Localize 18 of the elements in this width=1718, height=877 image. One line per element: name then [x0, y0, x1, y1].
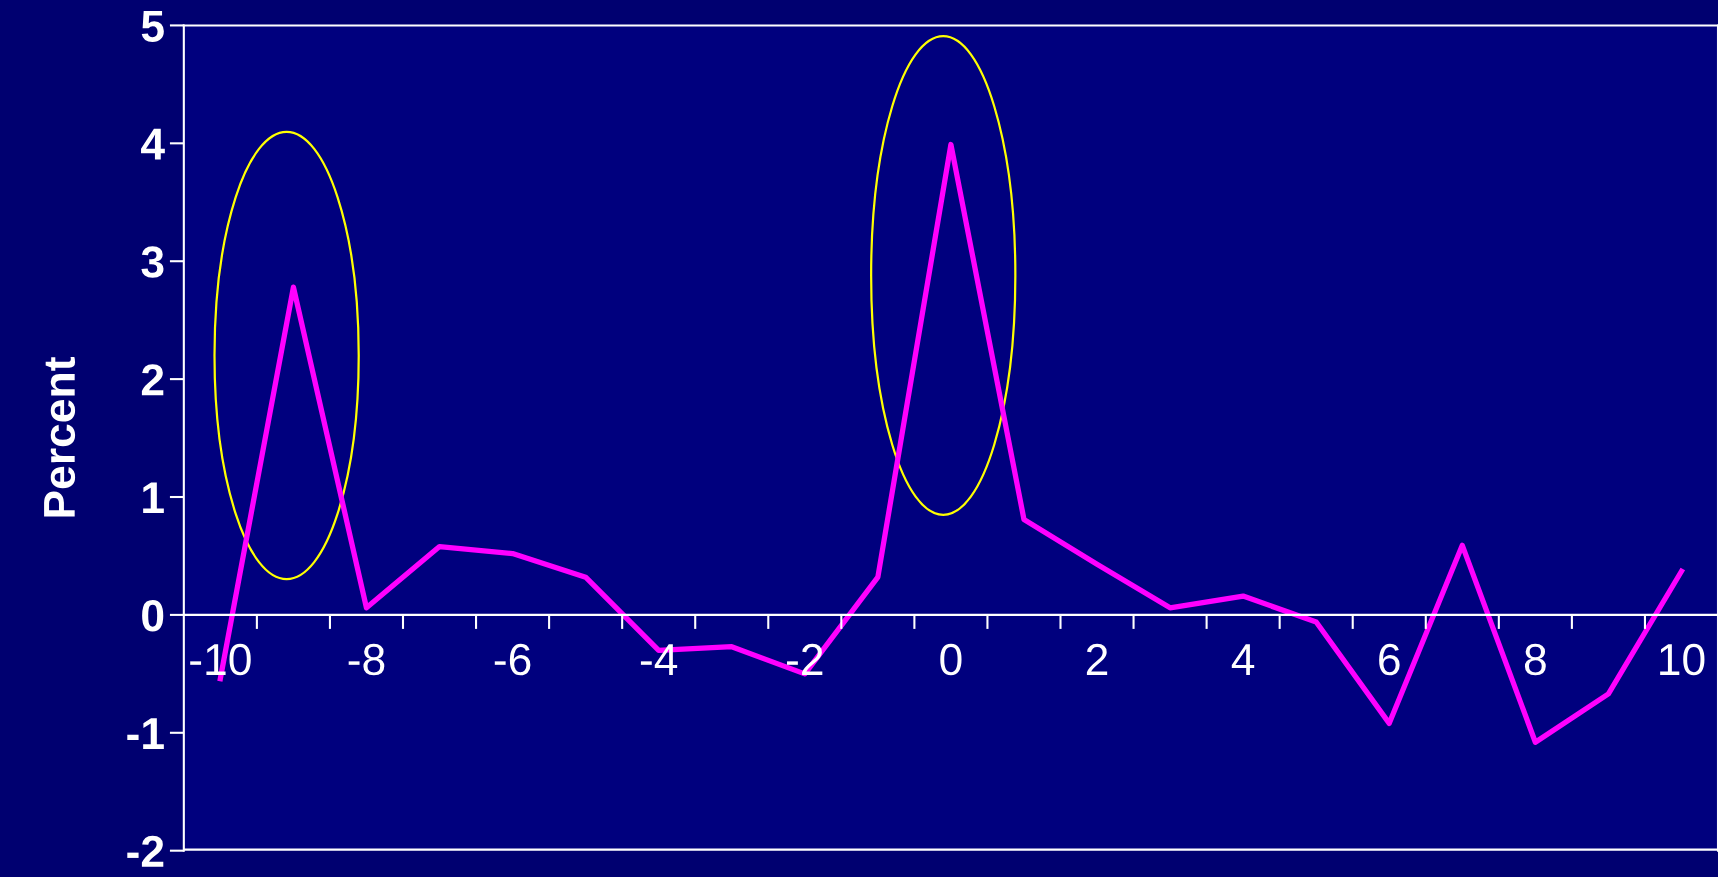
y-tick-label: 1: [143, 482, 164, 514]
x-tick-label: 8: [1524, 643, 1546, 676]
x-tick-label: 6: [1379, 643, 1400, 676]
y-tick-label: -1: [127, 718, 164, 749]
x-tick-label: 2: [1086, 643, 1108, 675]
y-tick-label: 0: [142, 599, 164, 632]
x-tick-label: 10: [1660, 643, 1705, 676]
y-tick-label: 3: [141, 246, 164, 278]
x-tick-label: 0: [940, 643, 962, 676]
y-tick-label: 5: [141, 10, 164, 42]
y-axis-title: Percent: [44, 357, 76, 517]
x-tick-label: -8: [348, 643, 385, 676]
x-tick-label: -6: [494, 643, 531, 676]
y-tick-label: 2: [141, 364, 164, 396]
x-tick-label: -4: [640, 644, 678, 675]
x-tick-label: 4: [1231, 644, 1255, 675]
y-tick-label: -2: [127, 835, 164, 867]
y-tick-label: 4: [141, 128, 165, 160]
